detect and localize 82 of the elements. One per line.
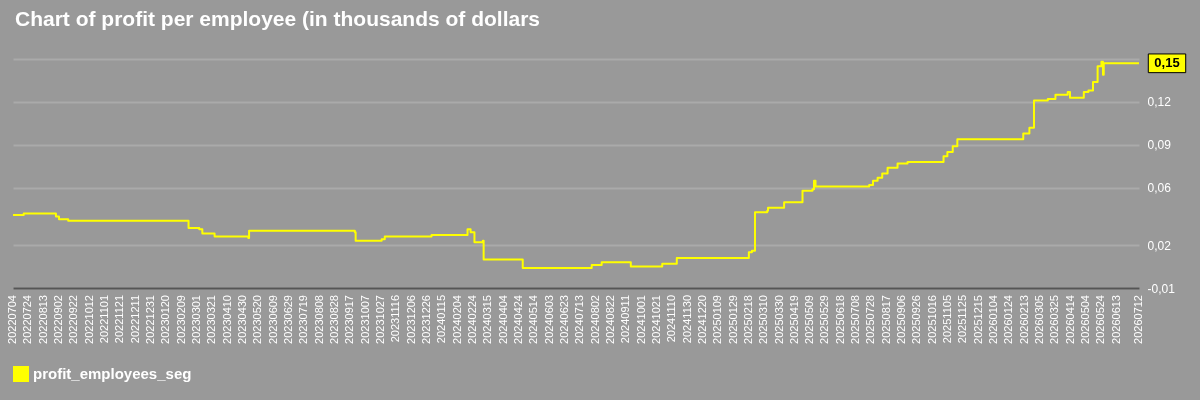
- x-tick-label: 20260613: [1109, 295, 1122, 344]
- x-tick-label: 20230609: [266, 295, 279, 344]
- x-tick-label: 20230410: [220, 295, 233, 344]
- x-tick-label: 20240115: [435, 295, 448, 344]
- x-tick-label: 20260325: [1048, 295, 1061, 344]
- x-tick-label: 20221101: [97, 295, 110, 344]
- x-tick-label: 20220922: [67, 295, 80, 344]
- x-tick-label: 20251215: [971, 295, 984, 344]
- x-tick-label: 20221211: [128, 295, 141, 344]
- x-tick-label: 20230719: [297, 295, 310, 344]
- x-tick-label: 20260524: [1094, 295, 1107, 344]
- x-tick-label: 20260504: [1079, 295, 1092, 344]
- x-tick-label: 20250728: [864, 295, 877, 344]
- x-tick-label: 20241021: [649, 295, 662, 344]
- x-tick-label: 20230917: [343, 295, 356, 344]
- x-tick-label: 20240911: [619, 295, 632, 344]
- y-tick-label: 0,02: [1147, 238, 1172, 253]
- x-tick-label: 20250529: [818, 295, 831, 344]
- x-tick-label: 20231027: [373, 295, 386, 344]
- x-tick-label: 20240603: [542, 295, 555, 344]
- x-tick-label: 20240802: [588, 295, 601, 344]
- x-tick-label: 20220902: [51, 295, 64, 344]
- x-tick-label: 20220704: [6, 295, 18, 344]
- x-tick-label: 20230629: [281, 295, 294, 344]
- x-tick-label: 20260124: [1002, 295, 1015, 344]
- x-tick-label: 20240404: [496, 295, 509, 344]
- x-tick-label: 20250708: [849, 295, 862, 344]
- x-tick-label: 20251016: [925, 295, 938, 344]
- y-tick-label: 0,06: [1147, 181, 1172, 196]
- legend-label: profit_employees_seg: [33, 365, 192, 382]
- x-tick-label: 20250509: [803, 295, 816, 344]
- x-tick-label: 20241130: [680, 295, 693, 344]
- x-tick-label: 20231226: [419, 295, 432, 344]
- annotation: 0,15: [1154, 55, 1180, 71]
- x-tick-label: 20230209: [174, 295, 187, 344]
- x-tick-label: 20250817: [879, 295, 892, 344]
- x-tick-label: 20260104: [987, 295, 1000, 344]
- x-tick-label: 20250926: [910, 295, 923, 344]
- x-tick-label: 20231116: [389, 295, 402, 343]
- x-tick-label: 20250109: [711, 295, 724, 344]
- x-tick-label: 20240623: [557, 295, 570, 344]
- x-tick-label: 20221012: [82, 295, 95, 344]
- x-tick-label: 20240315: [481, 295, 494, 344]
- x-tick-label: 20251105: [941, 295, 954, 344]
- x-tick-label: 20260712: [1132, 295, 1144, 344]
- x-tick-label: 20250906: [895, 295, 908, 344]
- x-tick-label: 20260305: [1033, 295, 1046, 344]
- x-tick-label: 20240424: [511, 295, 524, 344]
- x-tick-label: 20230120: [159, 295, 172, 344]
- x-tick-label: 20240822: [603, 295, 616, 344]
- x-tick-label: 20230430: [235, 295, 248, 344]
- x-tick-label: 20240514: [527, 295, 540, 344]
- x-tick-label: 20251125: [956, 295, 969, 344]
- x-tick-label: 20260213: [1017, 295, 1030, 344]
- x-tick-label: 20231007: [358, 295, 371, 344]
- y-tick-label: 0,09: [1147, 138, 1172, 153]
- x-tick-label: 20250129: [726, 295, 739, 344]
- chart-title: Chart of profit per employee (in thousands of dollars: [15, 6, 541, 30]
- x-tick-label: 20241220: [695, 295, 708, 344]
- x-tick-label: 20240224: [465, 295, 478, 344]
- x-tick-label: 20250618: [833, 295, 846, 344]
- x-tick-label: 20250310: [757, 295, 770, 344]
- y-tick-label: 0,12: [1147, 95, 1172, 110]
- x-tick-label: 20241001: [634, 295, 647, 344]
- x-tick-label: 20240713: [573, 295, 586, 344]
- x-tick-label: 20221231: [143, 295, 156, 344]
- x-tick-label: 20230808: [312, 295, 325, 344]
- x-tick-label: 20220724: [21, 295, 34, 344]
- x-tick-label: 20230301: [189, 295, 202, 344]
- x-tick-label: 20220813: [36, 295, 49, 344]
- x-tick-label: 20240204: [450, 295, 463, 344]
- x-tick-label: 20250330: [772, 295, 785, 344]
- x-tick-label: 20260414: [1063, 295, 1076, 344]
- x-tick-label: 20250218: [741, 295, 754, 344]
- x-tick-label: 20250419: [787, 295, 800, 344]
- y-tick-label: -0,01: [1147, 281, 1176, 296]
- x-tick-label: 20231206: [404, 295, 417, 344]
- x-tick-label: 20230520: [251, 295, 264, 344]
- x-tick-label: 20230828: [327, 295, 340, 344]
- x-tick-label: 20221121: [113, 295, 126, 344]
- x-tick-label: 20241110: [665, 295, 678, 343]
- x-tick-label: 20230321: [205, 295, 218, 344]
